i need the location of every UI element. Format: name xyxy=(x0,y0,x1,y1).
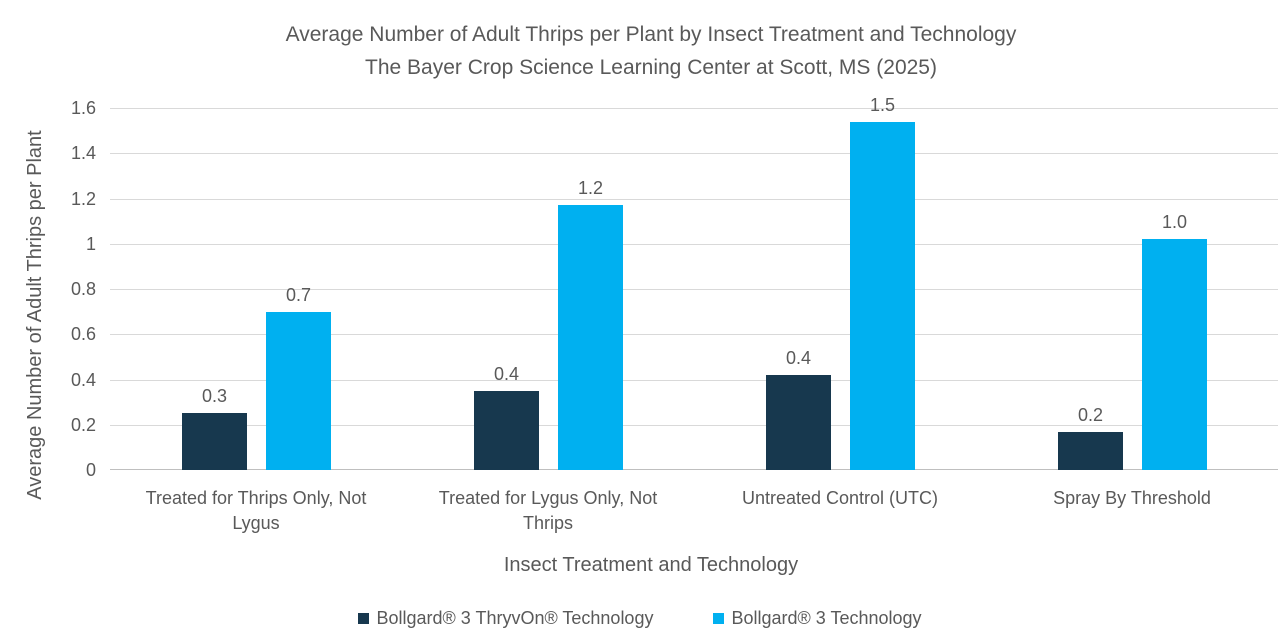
x-category-label: Treated for Thrips Only, Not Lygus xyxy=(145,488,367,533)
bar-series0-cat0 xyxy=(182,413,247,470)
y-tick-label: 1.2 xyxy=(70,189,96,209)
plot-area: 0.3 0.7 0.4 1.2 0.4 1.5 0.2 1.0 xyxy=(110,95,1278,470)
y-tick-label: 1 xyxy=(85,234,96,254)
bar-series1-cat2 xyxy=(850,122,915,470)
bar-value-label: 0.4 xyxy=(785,348,812,368)
x-category-label: Spray By Threshold xyxy=(1053,488,1211,508)
gridline xyxy=(110,199,1278,200)
gridline xyxy=(110,153,1278,154)
legend-swatch-bollgard3-icon xyxy=(713,613,725,624)
bar-value-label: 0.4 xyxy=(493,364,520,384)
legend-label-bollgard3: Bollgard® 3 Technology xyxy=(731,608,922,628)
x-category-label: Untreated Control (UTC) xyxy=(741,488,939,508)
bar-series0-cat1 xyxy=(474,391,539,470)
chart-title-line1: Average Number of Adult Thrips per Plant… xyxy=(285,23,1017,46)
gridline xyxy=(110,380,1278,381)
y-tick-label: 0 xyxy=(85,460,96,480)
x-axis-title: Insect Treatment and Technology xyxy=(503,554,799,576)
bar-series1-cat0 xyxy=(266,312,331,470)
y-tick-label: 0.8 xyxy=(70,279,96,299)
chart-title-line2: The Bayer Crop Science Learning Center a… xyxy=(365,56,937,79)
gridline xyxy=(110,334,1278,335)
x-axis-line xyxy=(110,469,1278,470)
bar-value-label: 0.7 xyxy=(285,285,312,305)
gridline xyxy=(110,244,1278,245)
legend-label-thryvon: Bollgard® 3 ThryvOn® Technology xyxy=(376,608,654,628)
y-tick-label: 0.2 xyxy=(70,415,96,435)
legend-item-thryvon: Bollgard® 3 ThryvOn® Technology xyxy=(358,608,653,629)
bar-value-label: 1.0 xyxy=(1161,212,1188,232)
bar-value-label: 1.5 xyxy=(869,95,896,115)
legend-item-bollgard3: Bollgard® 3 Technology xyxy=(713,608,922,629)
gridline xyxy=(110,425,1278,426)
bar-value-label: 0.2 xyxy=(1077,405,1104,425)
bar-value-label: 0.3 xyxy=(201,386,228,406)
bar-series0-cat2 xyxy=(766,375,831,470)
bar-series1-cat1 xyxy=(558,205,623,470)
bar-value-label: 1.2 xyxy=(577,178,604,198)
y-tick-label: 0.4 xyxy=(70,370,96,390)
legend: Bollgard® 3 ThryvOn® Technology Bollgard… xyxy=(0,608,1280,629)
gridline xyxy=(110,108,1278,109)
legend-swatch-thryvon-icon xyxy=(358,613,370,624)
y-tick-label: 1.4 xyxy=(70,143,96,163)
bar-series0-cat3 xyxy=(1058,432,1123,470)
x-category-label: Treated for Lygus Only, Not Thrips xyxy=(438,488,658,533)
y-tick-label: 0.6 xyxy=(70,324,96,344)
bar-series1-cat3 xyxy=(1142,239,1207,470)
gridline xyxy=(110,289,1278,290)
chart-title: Average Number of Adult Thrips per Plant… xyxy=(22,18,1280,84)
y-tick-label: 1.6 xyxy=(70,98,96,118)
